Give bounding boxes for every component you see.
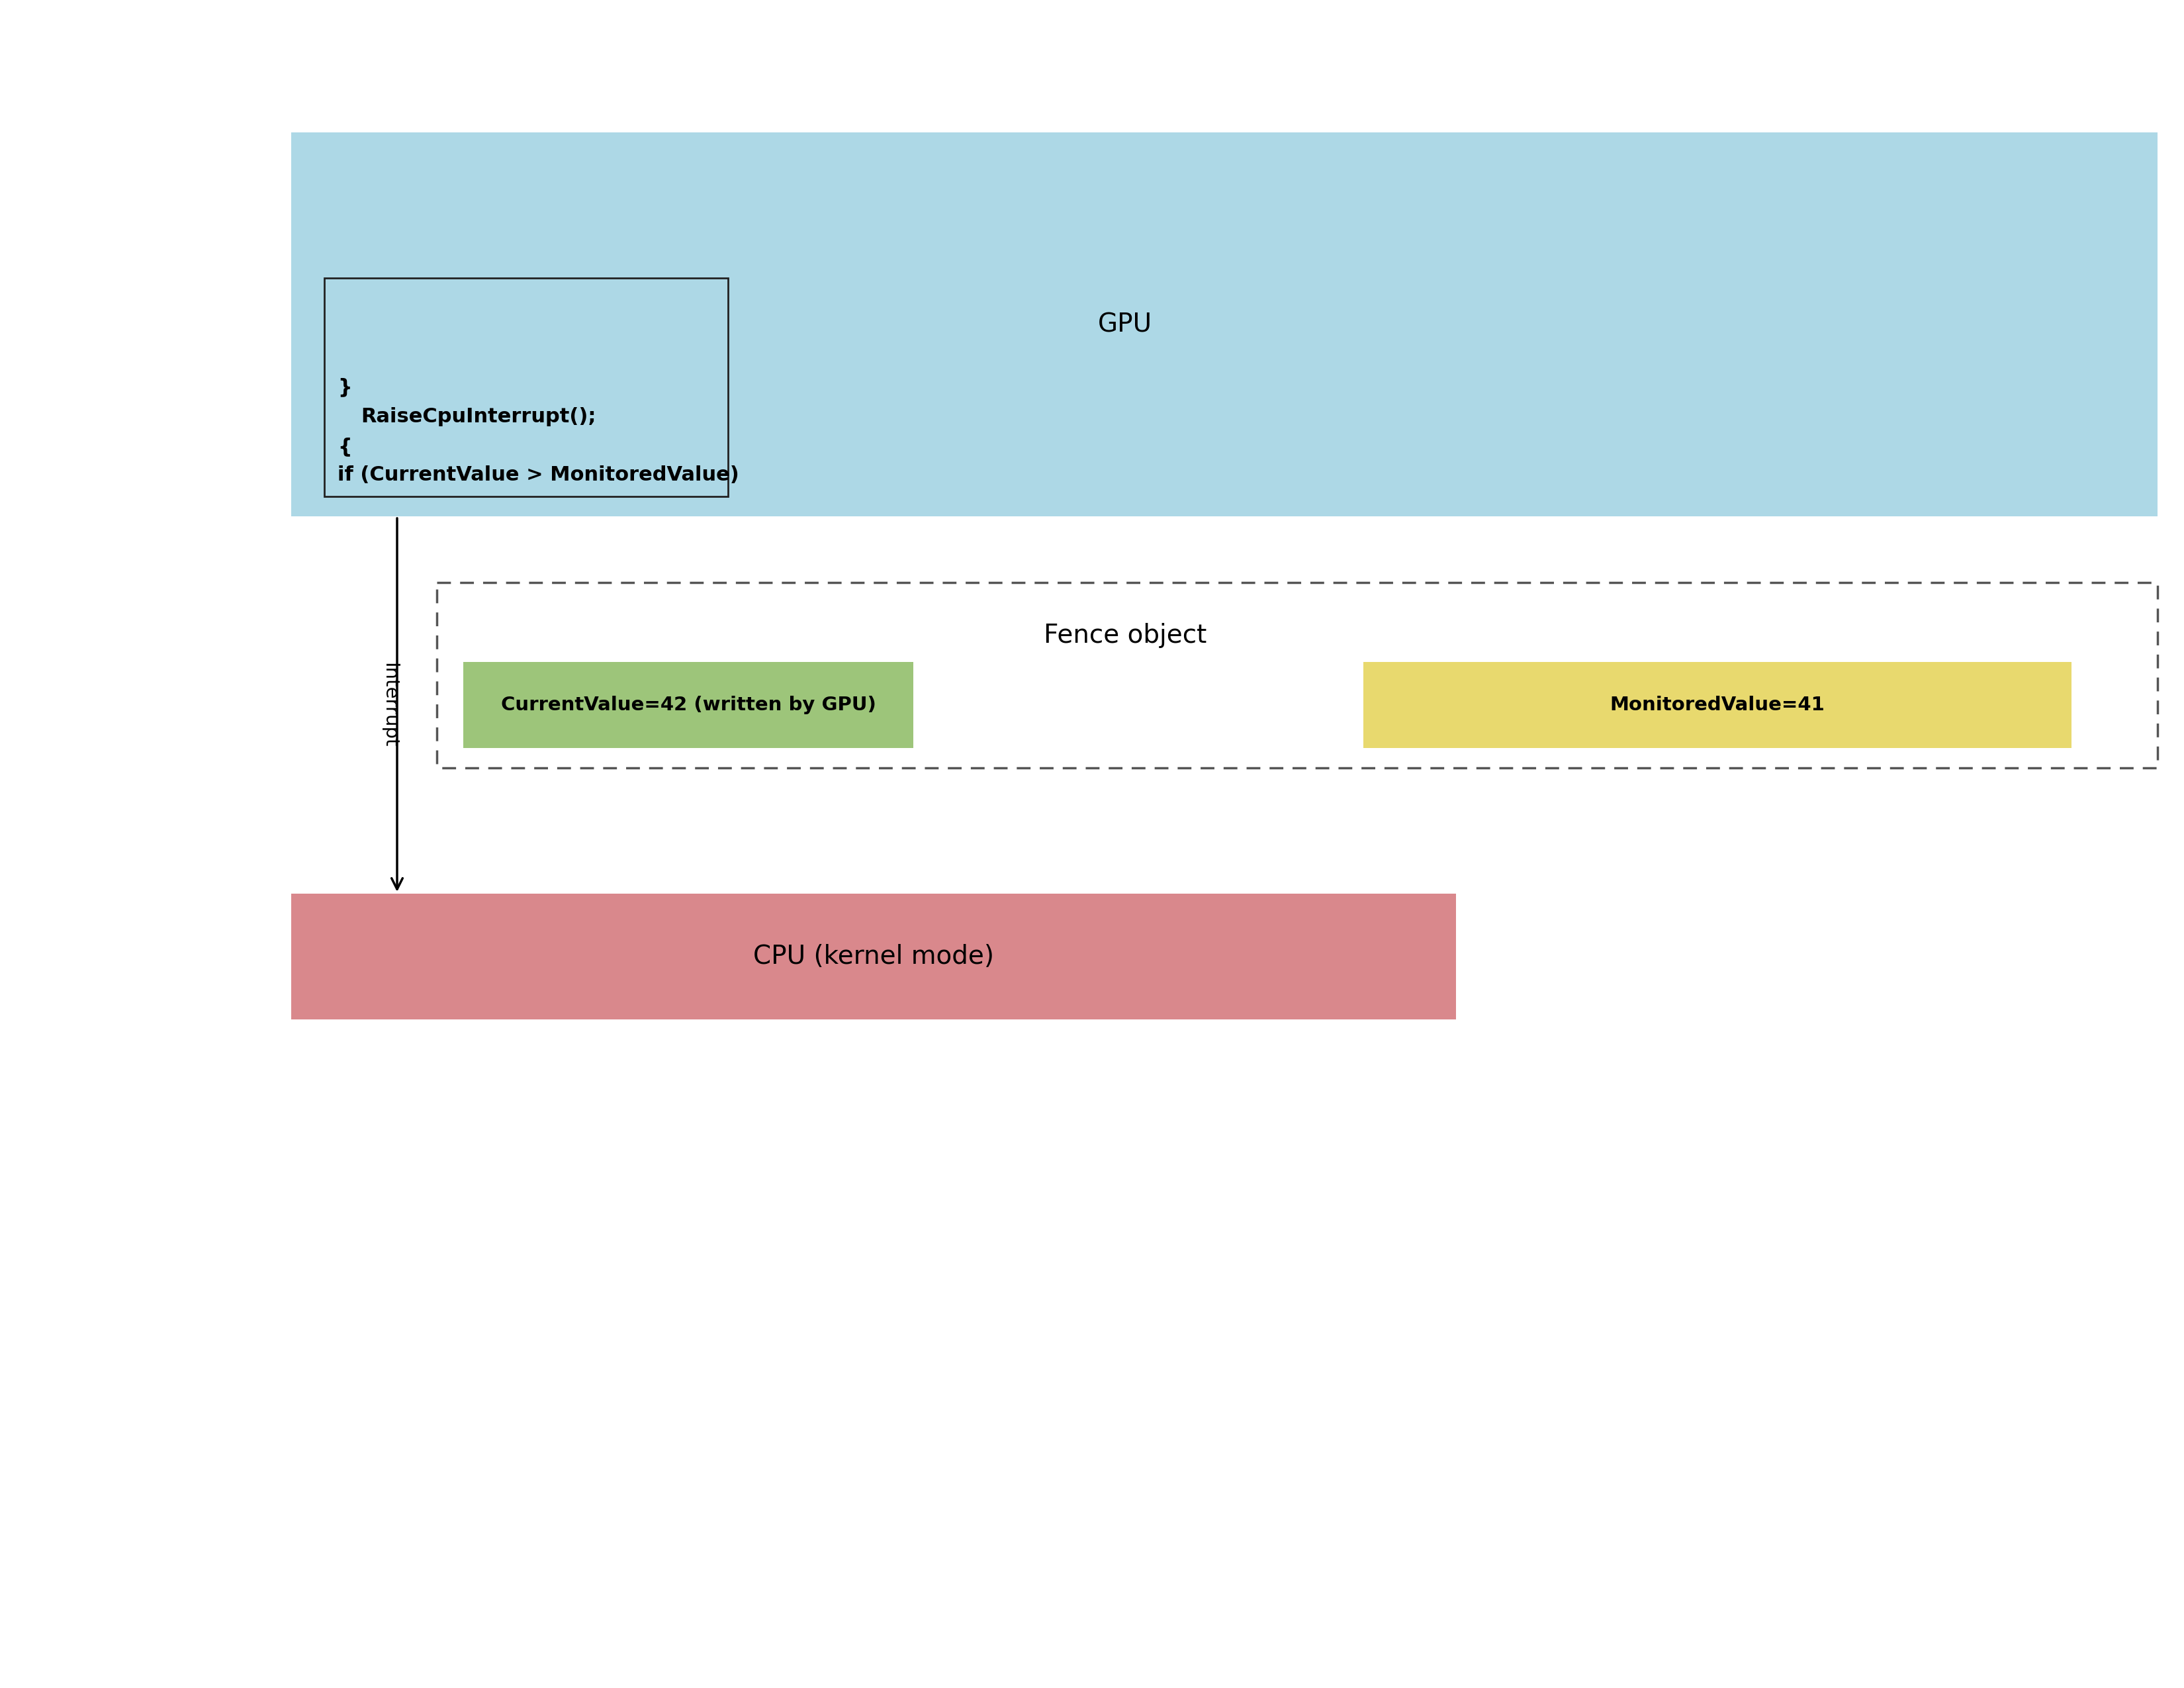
Text: {: { [339,437,352,456]
Text: MonitoredValue=41: MonitoredValue=41 [1610,695,1826,714]
Bar [1363,662,2070,748]
Text: CPU (kernel mode): CPU (kernel mode) [753,944,994,969]
Text: GPU: GPU [1099,312,1153,338]
Bar [323,279,727,496]
Bar [290,132,2158,517]
Text: }: } [339,378,352,397]
Bar [437,582,2158,768]
Text: Interrupt: Interrupt [380,662,397,748]
Text: RaiseCpuInterrupt();: RaiseCpuInterrupt(); [360,407,596,427]
Text: CurrentValue=42 (written by GPU): CurrentValue=42 (written by GPU) [500,695,876,714]
Bar [463,662,913,748]
Text: Fence object: Fence object [1044,623,1206,648]
Bar [290,893,1457,1020]
Text: if (CurrentValue > MonitoredValue): if (CurrentValue > MonitoredValue) [339,466,738,484]
